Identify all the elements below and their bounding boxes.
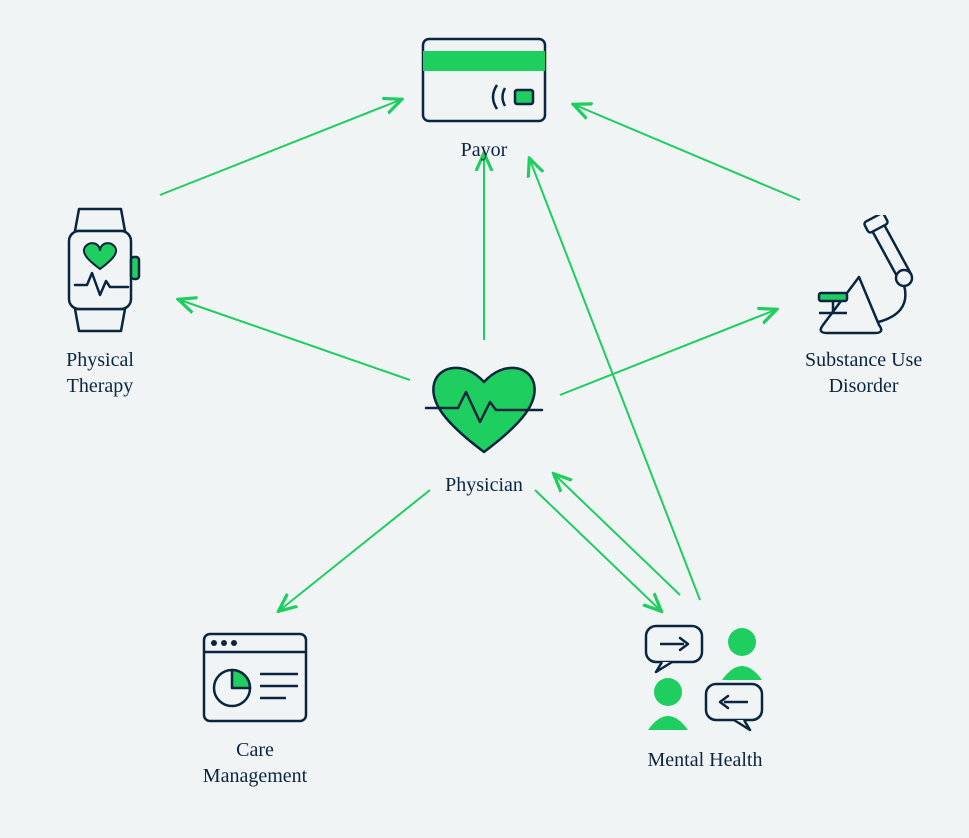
edge-mental_health-to-payor xyxy=(530,160,700,600)
heart-pulse-icon xyxy=(424,360,544,460)
physician-label: Physician xyxy=(445,472,523,498)
dashboard-card-icon xyxy=(200,630,310,725)
substance-use-label: Substance Use Disorder xyxy=(805,347,922,399)
node-physical-therapy: Physical Therapy xyxy=(55,205,145,399)
edge-physical_therapy-to-payor xyxy=(160,100,400,195)
mental-health-label: Mental Health xyxy=(648,747,763,773)
edge-physician-to-mental_health xyxy=(535,490,660,610)
edge-mental_health-to-physician xyxy=(555,475,680,595)
payor-label: Payor xyxy=(461,137,508,163)
node-mental-health: Mental Health xyxy=(640,620,770,773)
care-management-label: Care Management xyxy=(203,737,307,789)
node-payor: Payor xyxy=(419,35,549,163)
microscope-icon xyxy=(809,215,919,335)
node-substance-use: Substance Use Disorder xyxy=(805,215,922,399)
edge-physician-to-care_management xyxy=(280,490,430,610)
node-care-management: Care Management xyxy=(200,630,310,789)
edge-substance_use-to-payor xyxy=(575,105,800,200)
people-chat-icon xyxy=(640,620,770,735)
credit-card-icon xyxy=(419,35,549,125)
edge-physician-to-substance_use xyxy=(560,310,775,395)
smartwatch-icon xyxy=(55,205,145,335)
node-physician: Physician xyxy=(424,360,544,498)
edge-physician-to-physical_therapy xyxy=(180,300,410,380)
physical-therapy-label: Physical Therapy xyxy=(66,347,134,399)
